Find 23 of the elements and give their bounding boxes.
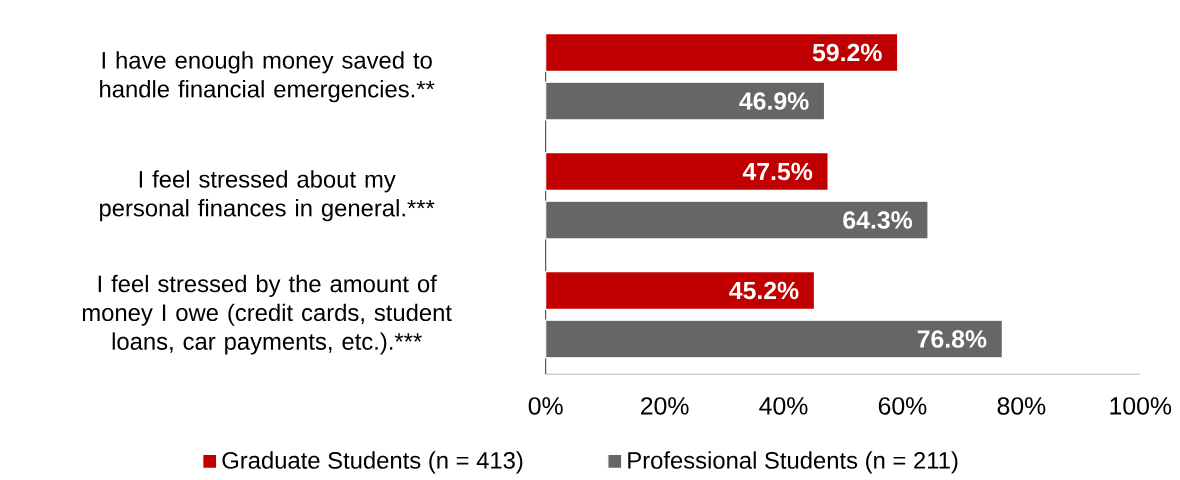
bar: [545, 152, 829, 192]
bar: [545, 271, 816, 311]
data-label: 64.3%: [843, 211, 913, 230]
x-tick-label: 80%: [997, 397, 1046, 415]
x-tick-label: 20%: [641, 397, 689, 415]
data-label: 45.2%: [729, 281, 799, 300]
bar: [545, 33, 899, 73]
x-tick-label: 100%: [1110, 397, 1172, 415]
bar: [545, 200, 929, 240]
bar: [545, 81, 826, 121]
legend-label: Professional Students (n = 211): [628, 451, 958, 474]
data-label: 47.5%: [742, 162, 813, 181]
y-tick-label: I feel stressed about my personal finances in general.***: [100, 170, 435, 222]
data-label: 59.2%: [812, 43, 882, 62]
bar: [545, 319, 1003, 359]
x-tick-label: 0%: [528, 397, 563, 415]
x-tick-label: 40%: [759, 397, 808, 415]
data-label: 46.9%: [739, 92, 809, 111]
y-tick-label: I have enough money saved to handle financial emergencies.**: [100, 51, 435, 103]
x-tick-label: 60%: [878, 397, 927, 415]
data-label: 76.8%: [917, 330, 987, 349]
legend-label: Graduate Students (n = 413): [222, 451, 523, 474]
y-tick-label: I feel stressed by the amount of money I owe (credit cards, student loans, car payments, etc.).***: [82, 275, 452, 355]
